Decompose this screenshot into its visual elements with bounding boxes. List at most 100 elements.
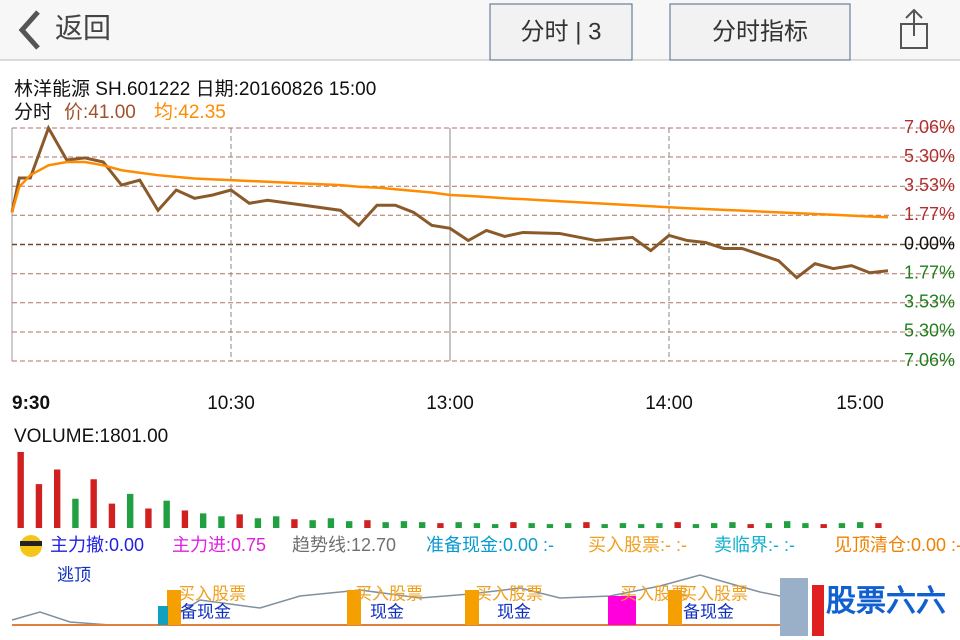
volume-bar: [163, 500, 170, 528]
volume-bar: [272, 516, 280, 528]
signal-label: 买入股票: [680, 584, 748, 603]
signal-label: 备现金: [180, 602, 231, 621]
indicator-value: 趋势线:12.70: [292, 535, 396, 555]
y-tick-label: 1.77%: [904, 204, 955, 224]
volume-bar: [17, 451, 24, 528]
volume-bar: [126, 493, 134, 528]
volume-bar: [418, 522, 426, 528]
volume-title: VOLUME:1801.00: [14, 426, 168, 447]
signal-label: 现金: [497, 602, 531, 621]
y-tick-label: 7.06%: [904, 117, 955, 137]
volume-bar: [583, 522, 590, 528]
watermark: 股票六六: [826, 585, 946, 618]
volume-bar: [838, 523, 846, 528]
signal-label: 买入股票: [475, 584, 543, 603]
y-tick-label: 5.30%: [904, 146, 955, 166]
x-tick-label: 13:00: [426, 393, 474, 414]
indicator-button[interactable]: [669, 3, 851, 61]
volume-bar: [491, 524, 499, 528]
signal-label: 买入股票: [355, 584, 423, 603]
volume-bar: [90, 479, 97, 528]
volume-bar: [473, 523, 481, 528]
volume-bar: [455, 522, 462, 528]
volume-bar: [637, 524, 645, 528]
avg-label: 均:42.35: [154, 101, 226, 123]
signal-block: [158, 606, 168, 625]
tab-label[interactable]: 分时 | 3: [521, 18, 602, 45]
volume-bar: [437, 523, 444, 528]
signal-block: [347, 590, 361, 625]
volume-bar: [199, 513, 207, 528]
signal-block: [608, 596, 636, 625]
volume-bar: [820, 524, 827, 528]
logo-block: [780, 578, 808, 636]
emoji-glasses: [20, 541, 42, 546]
volume-bar: [254, 518, 262, 528]
back-button[interactable]: 返回: [55, 12, 111, 43]
volume-bar: [400, 521, 408, 528]
volume-bar: [802, 523, 809, 528]
price-line: [10, 124, 889, 280]
x-tick-label: 14:00: [645, 393, 693, 414]
volume-bar: [528, 523, 535, 528]
volume-bar: [856, 522, 864, 528]
volume-bar: [72, 498, 79, 528]
volume-bar: [710, 523, 718, 528]
volume-bar: [345, 521, 353, 528]
signal-label: 逃顶: [57, 565, 91, 584]
signal-block: [167, 590, 181, 625]
volume-bar: [218, 516, 225, 528]
volume-bar: [564, 523, 572, 528]
price-label: 价:41.00: [64, 102, 136, 123]
volume-bar: [327, 518, 335, 528]
indicator-value: 主力撤:0.00: [50, 535, 144, 555]
volume-bar: [181, 510, 189, 528]
volume-bar: [108, 503, 116, 528]
volume-bar: [619, 523, 627, 528]
indicator-value: 卖临界:- :-: [714, 535, 795, 555]
volume-bar: [765, 523, 773, 528]
volume-bar: [236, 514, 243, 528]
volume-bar: [291, 519, 298, 528]
signal-label: 备现金: [683, 602, 734, 621]
back-arrow[interactable]: [18, 10, 40, 50]
volume-bar: [53, 469, 61, 528]
y-tick-label: 3.53%: [904, 292, 955, 312]
volume-bar: [875, 523, 882, 528]
volume-bar: [747, 524, 754, 528]
indicator-value: 见顶清仓:0.00 :-: [834, 535, 960, 555]
y-tick-label: 3.53%: [904, 175, 955, 195]
x-tick-label: 9:30: [12, 393, 50, 414]
signal-block: [668, 590, 682, 625]
volume-bar: [729, 522, 736, 528]
y-tick-label: 7.06%: [904, 350, 955, 370]
volume-bar: [145, 508, 152, 528]
y-tick-label: 1.77%: [904, 262, 955, 282]
volume-bar: [364, 520, 371, 528]
volume-bar: [783, 521, 791, 528]
signal-label: 买入股票: [620, 584, 688, 603]
volume-bar: [674, 522, 681, 528]
volume-bar: [510, 522, 517, 528]
indicator-value: 买入股票:- :-: [588, 535, 687, 555]
volume-bar: [656, 523, 663, 528]
tab-button[interactable]: [489, 3, 633, 61]
volume-bar: [309, 520, 316, 528]
volume-bar: [382, 522, 389, 528]
volume-bar: [692, 524, 700, 528]
logo-block: [812, 585, 824, 636]
indicator-value: 主力进:0.75: [172, 535, 266, 555]
stock-info: 林洋能源 SH.601222 日期:20160826 15:00: [14, 78, 376, 100]
signal-block: [465, 590, 479, 625]
signal-label: 现金: [370, 602, 404, 621]
volume-bar: [601, 524, 608, 528]
y-tick-label: 5.30%: [904, 321, 955, 341]
share-icon[interactable]: [900, 8, 928, 49]
indicator-value: 准备现金:0.00 :-: [426, 535, 554, 555]
y-tick-label: 0.00%: [904, 233, 955, 253]
mode-label: 分时: [14, 101, 52, 123]
x-tick-label: 10:30: [207, 393, 255, 414]
indicator-label[interactable]: 分时指标: [712, 18, 808, 45]
